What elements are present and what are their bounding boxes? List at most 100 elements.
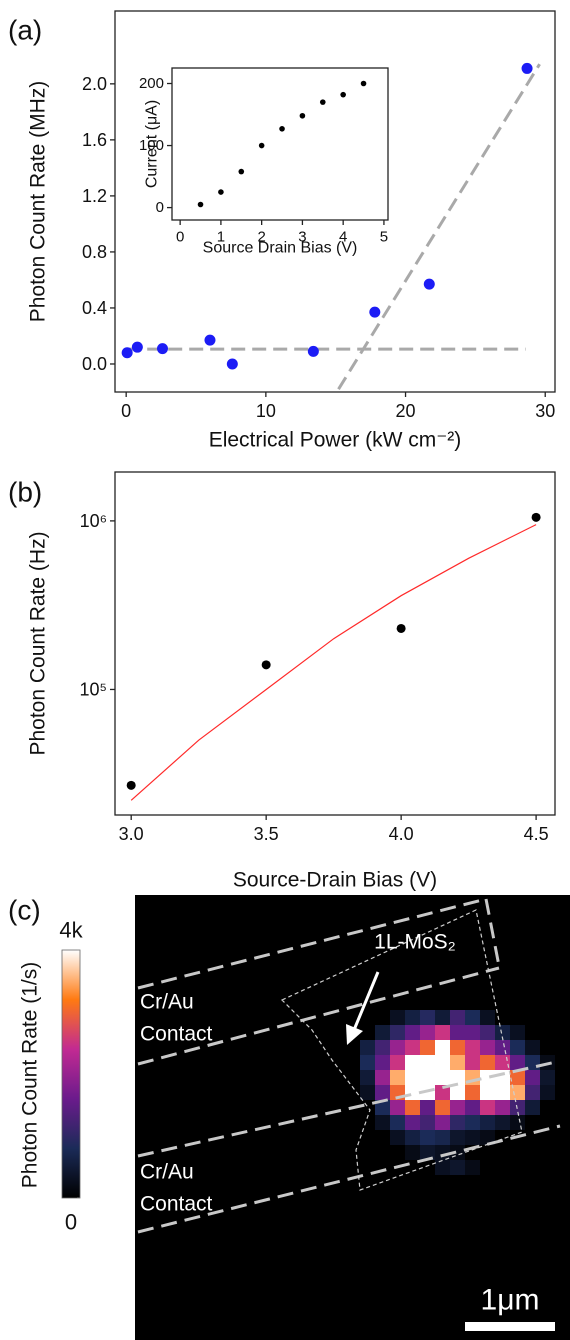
x-tick-label: 3.0 [119,824,144,844]
heatmap-cell [420,1070,435,1085]
heatmap-cell [465,1025,480,1040]
heatmap-cell [525,1130,540,1145]
x-tick-label: 2 [257,229,265,246]
heatmap-cell [405,1085,420,1100]
heatmap-cell [525,1100,540,1115]
heatmap-cell [540,1025,555,1040]
heatmap-cell [465,1040,480,1055]
heatmap-cell [360,1130,375,1145]
contact-edge [137,897,487,990]
heatmap-cell [345,1145,360,1160]
data-point [204,334,216,346]
heatmap-cell [360,1040,375,1055]
data-point [396,623,406,633]
heatmap-cell [435,1085,450,1100]
heatmap-cell [390,1115,405,1130]
data-point [226,358,238,370]
arrow-head [346,1024,363,1045]
y-tick-label: 2.0 [82,74,107,94]
x-tick-label: 4.0 [389,824,414,844]
heatmap-cell [435,1160,450,1175]
heatmap-cell [420,1100,435,1115]
heatmap-cell [345,1070,360,1085]
heatmap-cell [480,1100,495,1115]
heatmap-cell [435,1010,450,1025]
heatmap-cell [450,1100,465,1115]
x-tick-label: 30 [535,401,555,421]
heatmap-cell [450,1070,465,1085]
y-axis-label: Current (μA) [144,100,161,188]
heatmap-cell [360,1055,375,1070]
y-tick-label: 10⁶ [80,511,107,531]
heatmap-cell [510,1070,525,1085]
x-axis-label: Source Drain Bias (V) [203,240,358,257]
fit-line [130,524,537,801]
heatmap-cell [420,1040,435,1055]
heatmap-cell [450,1025,465,1040]
heatmap-cell [465,1055,480,1070]
colorbar-tick-label: 4k [59,918,83,943]
annotation: Contact [140,1193,213,1216]
heatmap-cell [510,1085,525,1100]
heatmap-cell [435,1115,450,1130]
annotation: 1L-MoS₂ [374,931,456,954]
heatmap-cell [360,1025,375,1040]
heatmap-cell [465,1085,480,1100]
heatmap-cell [390,1130,405,1145]
heatmap-cell [390,1055,405,1070]
heatmap-cell [465,1010,480,1025]
data-point [340,91,346,98]
heatmap-cell [540,1115,555,1130]
heatmap-cell [525,1085,540,1100]
heatmap-cell [540,1130,555,1145]
data-point [258,142,265,149]
heatmap-cell [450,1115,465,1130]
heatmap-cell [495,1010,510,1025]
heatmap-cell [390,1040,405,1055]
arrow-shaft [352,971,380,1031]
heatmap-cell [495,1055,510,1070]
y-tick-label: 100 [139,137,164,154]
x-axis-label: Source-Drain Bias (V) [233,869,437,892]
heatmap-cell [405,1010,420,1025]
heatmap-cell [480,1070,495,1085]
heatmap-cell [450,1055,465,1070]
heatmap-cell [480,1130,495,1145]
y-tick-label: 0 [156,199,164,216]
x-tick-label: 0 [176,229,184,246]
heatmap-cell [360,1160,375,1175]
heatmap-cell [465,1130,480,1145]
plot-frame [114,10,556,393]
heatmap-cell [375,1115,390,1130]
heatmap-cell [375,1100,390,1115]
heatmap-cell [435,1055,450,1070]
heatmap-cell [480,1160,495,1175]
heatmap-cell [480,1115,495,1130]
heatmap-cell [435,1070,450,1085]
heatmap-cell [435,1025,450,1040]
heatmap-cell [360,1085,375,1100]
y-tick-label: 0.0 [82,354,107,374]
heatmap-cell [360,1010,375,1025]
x-tick-label: 4 [339,229,347,246]
heatmap-cell [480,1025,495,1040]
heatmap-cell [435,1100,450,1115]
heatmap-cell [480,1040,495,1055]
heatmap-cell [510,1115,525,1130]
heatmap-cell [435,1145,450,1160]
heatmap-cell [375,1010,390,1025]
colorbar-label: Photon Count Rate (1/s) [19,962,42,1188]
heatmap-cell [450,1085,465,1100]
heatmap-cell [420,1055,435,1070]
heatmap-cell [405,1115,420,1130]
data-point [197,201,204,208]
heatmap-cell [405,1025,420,1040]
heatmap-cell [345,1130,360,1145]
data-point [307,345,319,357]
colorbar-tick-label: 0 [65,1210,77,1235]
data-point [279,126,285,132]
heatmap-cell [465,1115,480,1130]
annotation: Cr/Au [140,991,194,1014]
heatmap-cell [540,1145,555,1160]
